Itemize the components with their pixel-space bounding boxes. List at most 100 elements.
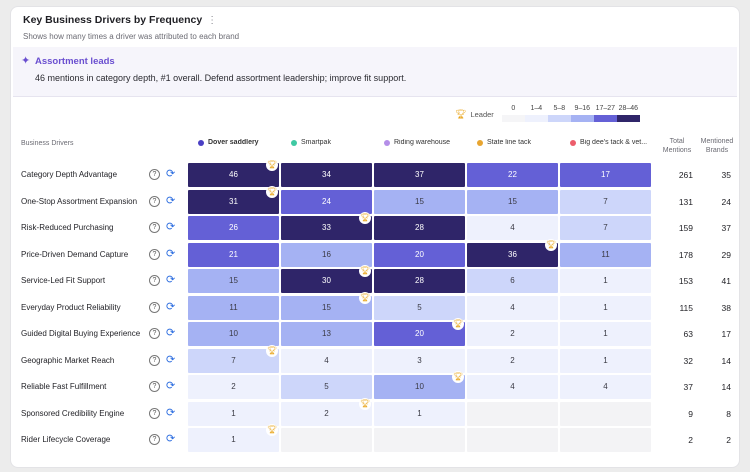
refresh-icon[interactable]: ⟳ — [166, 247, 176, 260]
refresh-icon[interactable]: ⟳ — [166, 406, 176, 419]
heat-cell-value: 4 — [510, 382, 515, 391]
heat-cell[interactable]: 2 — [467, 322, 558, 346]
heat-cell[interactable]: 28 — [374, 269, 465, 293]
brand-column-header[interactable]: State line tack — [477, 139, 559, 146]
brand-column-header[interactable]: Big dee's tack & vet... — [570, 139, 652, 146]
heat-cell[interactable]: 6 — [467, 269, 558, 293]
heat-cell[interactable]: 30 🏆︎ — [281, 265, 372, 293]
heat-cell[interactable]: 22 — [467, 163, 558, 187]
heat-cell[interactable] — [467, 401, 558, 426]
heat-cell[interactable] — [374, 428, 465, 452]
heat-cell[interactable]: 1 — [560, 295, 651, 320]
refresh-icon[interactable]: ⟳ — [166, 168, 176, 180]
vertical-ellipsis-icon[interactable]: ⋮ — [207, 14, 218, 26]
brand-name: Dover saddlery — [208, 139, 259, 146]
trophy-icon: 🏆︎ — [359, 265, 371, 277]
heat-cell[interactable]: 16 — [281, 242, 372, 267]
help-circle-icon[interactable]: ? — [149, 381, 160, 392]
heat-cell[interactable]: 10 🏆︎ — [374, 371, 465, 399]
trophy-icon: 🏆︎ — [452, 318, 464, 330]
heat-cell[interactable]: 37 — [374, 163, 465, 187]
driver-name: One-Stop Assortment Expansion — [21, 196, 138, 206]
heat-cell[interactable]: 20 — [374, 242, 465, 267]
help-circle-icon[interactable]: ? — [149, 354, 160, 366]
refresh-icon[interactable]: ⟳ — [166, 194, 176, 207]
refresh-icon[interactable]: ⟳ — [166, 327, 176, 339]
heat-cell[interactable]: 10 — [188, 322, 279, 346]
heat-cell[interactable]: 2 🏆︎ — [281, 397, 372, 426]
mentioned-brands-value: 35 — [721, 170, 731, 180]
heat-cell[interactable]: 4 — [560, 375, 651, 399]
heat-cell[interactable] — [560, 428, 651, 452]
brand-column-header[interactable]: Riding warehouse — [384, 139, 466, 146]
refresh-icon[interactable]: ⟳ — [166, 274, 176, 286]
heat-cell[interactable]: 2 — [467, 348, 558, 373]
heat-cell[interactable]: 3 — [374, 348, 465, 373]
help-circle-icon[interactable]: ? — [149, 169, 160, 180]
heat-cell[interactable]: 33 🏆︎ — [281, 212, 372, 240]
heat-cell[interactable]: 34 — [281, 163, 372, 187]
heat-cell[interactable]: 46 🏆︎ — [188, 159, 279, 187]
heat-cell[interactable]: 4 — [281, 348, 372, 373]
help-circle-icon[interactable]: ? — [149, 275, 160, 286]
heat-cell[interactable]: 4 — [467, 295, 558, 320]
heat-cell[interactable]: 1 — [560, 322, 651, 346]
heat-cell[interactable]: 36 🏆︎ — [467, 238, 558, 267]
heat-cell[interactable]: 1 🏆︎ — [188, 424, 279, 452]
heat-cell[interactable]: 15 — [188, 269, 279, 293]
card-title-text: Key Business Drivers by Frequency — [23, 14, 203, 26]
refresh-icon[interactable]: ⟳ — [166, 433, 176, 445]
help-circle-icon[interactable]: ? — [149, 248, 160, 260]
heat-cell[interactable]: 11 — [560, 242, 651, 267]
card-subtitle: Shows how many times a driver was attrib… — [23, 32, 240, 41]
table-row: Sponsored Credibility Engine? ⟳ 1 2 🏆︎ 1 9 8 — [11, 397, 739, 426]
heat-cell[interactable]: 26 — [188, 216, 279, 240]
heat-cell-value: 20 — [415, 329, 424, 338]
drivers-column-header: Business Drivers — [21, 140, 74, 147]
refresh-icon[interactable]: ⟳ — [166, 380, 176, 392]
heat-cell-value: 16 — [322, 249, 331, 259]
heat-cell[interactable]: 28 — [374, 216, 465, 240]
heat-cell[interactable]: 24 — [281, 189, 372, 214]
heat-cell[interactable]: 1 — [560, 269, 651, 293]
heat-cell[interactable]: 15 🏆︎ — [281, 291, 372, 320]
help-circle-icon[interactable]: ? — [149, 434, 160, 445]
help-circle-icon[interactable]: ? — [149, 328, 160, 339]
heat-cell[interactable]: 4 — [467, 375, 558, 399]
heat-cell[interactable]: 5 — [374, 295, 465, 320]
heat-cell[interactable] — [467, 428, 558, 452]
heat-cell[interactable]: 1 — [188, 401, 279, 426]
refresh-icon[interactable]: ⟳ — [166, 221, 176, 233]
heat-cell[interactable]: 20 🏆︎ — [374, 318, 465, 346]
heat-cell[interactable]: 5 — [281, 375, 372, 399]
heat-cell[interactable]: 15 — [467, 189, 558, 214]
heat-cell[interactable]: 7 — [560, 216, 651, 240]
heat-cell[interactable]: 17 — [560, 163, 651, 187]
heat-cell[interactable] — [560, 401, 651, 426]
refresh-icon[interactable]: ⟳ — [166, 353, 176, 366]
mentioned-brands-value: 14 — [721, 382, 731, 392]
heat-cell[interactable]: 4 — [467, 216, 558, 240]
heat-cell[interactable]: 15 — [374, 189, 465, 214]
heat-cell[interactable]: 31 🏆︎ — [188, 185, 279, 214]
brand-name: Riding warehouse — [394, 139, 451, 146]
heat-cell[interactable]: 1 — [374, 401, 465, 426]
brand-column-header[interactable]: Dover saddlery — [198, 139, 280, 146]
heat-cell[interactable]: 1 — [560, 348, 651, 373]
help-circle-icon[interactable]: ? — [149, 407, 160, 419]
legend-bucket-label: 5–8 — [553, 105, 566, 112]
heat-cell-value: 5 — [417, 302, 422, 312]
heat-cell[interactable] — [281, 428, 372, 452]
help-circle-icon[interactable]: ? — [149, 222, 160, 233]
brand-column-header[interactable]: Smartpak — [291, 139, 373, 146]
help-circle-icon[interactable]: ? — [149, 195, 160, 207]
heat-cell[interactable]: 13 — [281, 322, 372, 346]
heat-cell[interactable]: 11 — [188, 295, 279, 320]
total-mentions-value: 159 — [678, 223, 693, 233]
heat-cell[interactable]: 7 🏆︎ — [188, 344, 279, 373]
heat-cell[interactable]: 2 — [188, 375, 279, 399]
heat-cell[interactable]: 21 — [188, 242, 279, 267]
refresh-icon[interactable]: ⟳ — [166, 300, 176, 313]
help-circle-icon[interactable]: ? — [149, 301, 160, 313]
heat-cell[interactable]: 7 — [560, 189, 651, 214]
